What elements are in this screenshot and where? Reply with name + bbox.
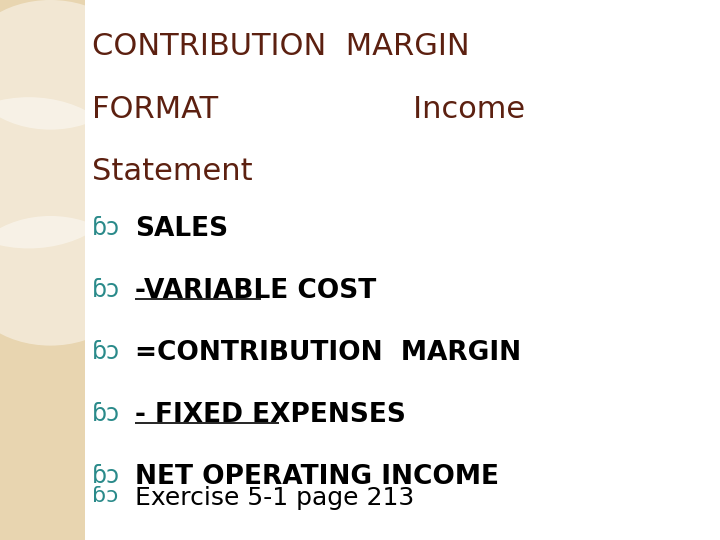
Bar	[0, 0, 85, 540]
Text: ɓɔ: ɓɔ	[92, 464, 120, 488]
Text: ɓɔ: ɓɔ	[92, 216, 120, 240]
Text: ɓɔ: ɓɔ	[92, 402, 120, 426]
Text: NET OPERATING INCOME: NET OPERATING INCOME	[135, 464, 500, 490]
Text: - FIXED EXPENSES: - FIXED EXPENSES	[135, 402, 406, 428]
Text: ɓɔ: ɓɔ	[92, 486, 119, 506]
Text: ɓɔ: ɓɔ	[92, 340, 120, 364]
Text: ɓɔ: ɓɔ	[92, 278, 120, 302]
Circle shape	[0, 0, 137, 130]
Circle shape	[0, 216, 137, 346]
Circle shape	[0, 97, 130, 248]
Text: SALES: SALES	[135, 216, 228, 242]
Text: Statement: Statement	[92, 157, 253, 186]
Text: FORMAT                    Income: FORMAT Income	[92, 94, 526, 124]
Text: CONTRIBUTION  MARGIN: CONTRIBUTION MARGIN	[92, 32, 470, 62]
Text: Exercise 5-1 page 213: Exercise 5-1 page 213	[135, 486, 415, 510]
Text: =CONTRIBUTION  MARGIN: =CONTRIBUTION MARGIN	[135, 340, 521, 366]
Text: -VARIABLE COST: -VARIABLE COST	[135, 278, 377, 304]
